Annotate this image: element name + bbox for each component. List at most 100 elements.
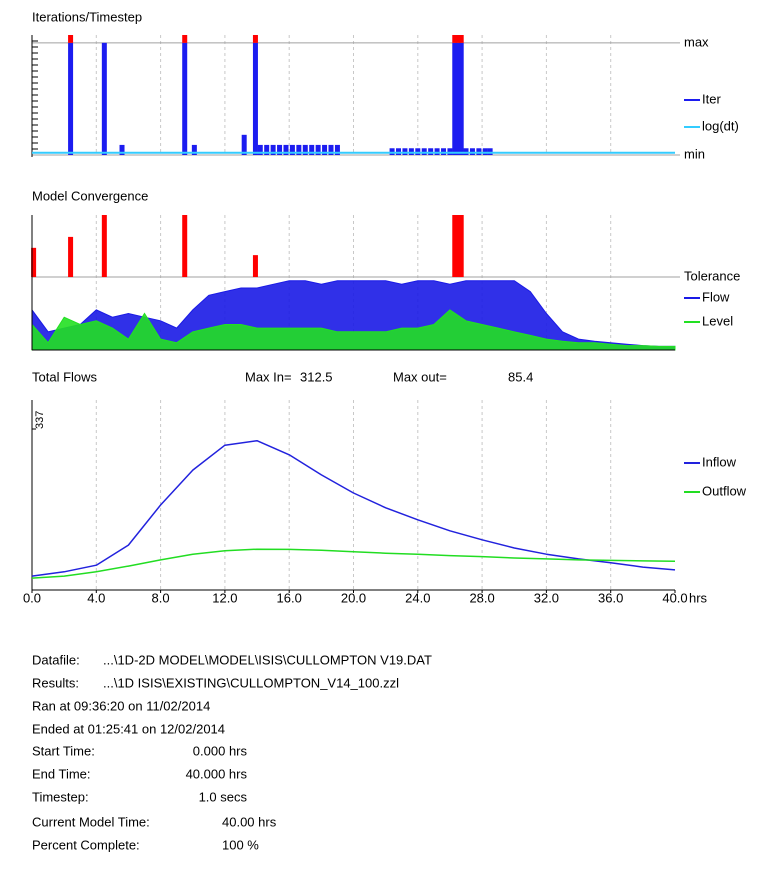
iteration-bar [328,144,334,155]
iteration-bar [396,148,402,155]
iteration-bar [289,144,295,155]
x-tick-label: 20.0 [341,590,366,605]
x-axis-unit: hrs [689,590,708,605]
flow-line [31,548,676,579]
iteration-bar [315,144,321,155]
info-value: ...\1D-2D MODEL\MODEL\ISIS\CULLOMPTON V1… [103,652,432,667]
iteration-bar [434,148,440,155]
iteration-bar-over [458,35,464,43]
iteration-bar-over [252,35,258,43]
x-tick-label: 16.0 [277,590,302,605]
info-label: End Time: [32,766,91,781]
iteration-bar [334,144,340,155]
iteration-bar [487,148,493,155]
max-out-label: Max out= [393,369,447,384]
exceedance-bar [68,236,74,278]
iteration-bar [447,148,453,155]
iteration-bar [241,134,247,155]
x-tick-label: 24.0 [405,590,430,605]
x-tick-label: 28.0 [469,590,494,605]
iteration-bar [452,42,458,156]
iteration-bar [302,144,308,155]
iteration-bar-over [455,35,461,43]
exceedance-bar [455,215,461,278]
exceedance-bar [252,255,258,278]
iteration-bar [469,148,475,155]
iteration-bar [402,148,408,155]
iteration-bar [68,42,74,156]
iteration-bar [482,148,488,155]
exceedance-bar [182,215,188,278]
ended-at: Ended at 01:25:41 on 12/02/2014 [32,721,225,736]
legend-label: Iter [702,91,721,106]
info-value: 1.0 secs [199,789,248,804]
legend-label: log(dt) [702,118,739,133]
iteration-bar [415,148,421,155]
iteration-bar [309,144,315,155]
info-value: ...\1D ISIS\EXISTING\CULLOMPTON_V14_100.… [103,675,399,690]
iteration-bar-over [182,35,188,43]
info-label: Results: [32,675,79,690]
legend-label: Level [702,313,733,328]
iteration-bar [264,144,270,155]
iteration-bar [322,144,328,155]
x-tick-label: 36.0 [598,590,623,605]
x-tick-label: 0.0 [23,590,41,605]
exceedance-bar [101,215,107,278]
y-tick-label: 337 [34,411,46,429]
iteration-bar [101,42,107,156]
tolerance-label: Tolerance [684,268,740,283]
info-label: Start Time: [32,743,95,758]
iteration-bar-over [452,35,458,43]
iteration-bar [476,148,482,155]
x-tick-label: 12.0 [212,590,237,605]
iteration-bar [421,148,427,155]
iteration-bar [428,148,434,155]
info-value: 100 % [222,837,259,852]
max-in-value: 312.5 [300,369,333,384]
legend-label: Inflow [702,454,737,469]
max-out-value: 85.4 [508,369,533,384]
ran-at: Ran at 09:36:20 on 11/02/2014 [32,698,210,713]
y-tick-label: min [684,146,705,161]
info-label: Datafile: [32,652,80,667]
iteration-bar [455,42,461,156]
x-tick-label: 32.0 [534,590,559,605]
flow-line [31,439,676,577]
legend-label: Flow [702,289,730,304]
iteration-bar [441,148,447,155]
y-tick-label: max [684,34,709,49]
exceedance-bar [452,215,458,278]
convergence-area [31,309,676,351]
iteration-bar [191,144,197,155]
max-in-label: Max In= [245,369,292,384]
chart-title: Iterations/Timestep [32,9,142,24]
x-tick-label: 4.0 [87,590,105,605]
info-label: Timestep: [32,789,89,804]
iteration-bar [182,42,188,156]
chart-title: Model Convergence [32,188,148,203]
iteration-bar-over [68,35,74,43]
x-tick-label: 40.0 [662,590,687,605]
iteration-bar [252,42,258,156]
iteration-bar [463,148,469,155]
iteration-bar [270,144,276,155]
exceedance-bar [458,215,464,278]
iteration-bar [389,148,395,155]
iteration-bar [119,144,125,155]
iteration-bar [277,144,283,155]
x-tick-label: 8.0 [152,590,170,605]
info-label: Percent Complete: [32,837,140,852]
info-value: 40.00 hrs [222,814,277,829]
iteration-bar [296,144,302,155]
legend-label: Outflow [702,483,747,498]
info-value: 0.000 hrs [193,743,248,758]
chart-title: Total Flows [32,369,98,384]
iteration-bar [283,144,289,155]
iteration-bar [458,42,464,156]
info-value: 40.000 hrs [186,766,248,781]
info-label: Current Model Time: [32,814,150,829]
